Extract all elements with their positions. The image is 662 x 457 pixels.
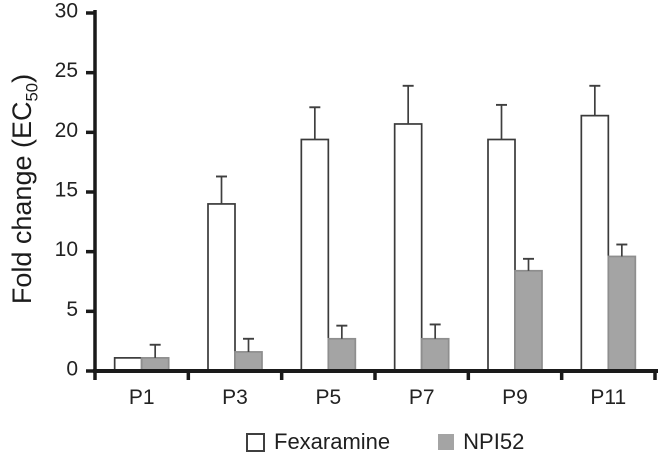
bar-fexaramine-p7 — [393, 123, 423, 372]
bar-npi52-p7 — [420, 337, 450, 372]
y-axis-title-subscript: 50 — [22, 82, 42, 102]
bar-fexaramine-p9 — [487, 138, 516, 372]
legend-label-fexaramine: Fexaramine — [274, 429, 391, 454]
bar-fexaramine-p3 — [207, 203, 236, 372]
x-tick-label-p11: P11 — [590, 386, 626, 409]
x-tick-label-p5: P5 — [315, 386, 341, 409]
x-tick-label-p1: P1 — [129, 386, 155, 409]
bar-npi52-p9 — [514, 269, 543, 372]
x-tick-label-p9: P9 — [502, 386, 528, 409]
y-tick-label-10: 10 — [55, 238, 78, 261]
legend-swatch-fexaramine — [246, 432, 265, 452]
legend-swatch-npi52 — [438, 434, 455, 450]
y-tick-label-5: 5 — [66, 298, 78, 321]
y-tick-label-20: 20 — [55, 119, 78, 142]
legend-label-npi52: NPI52 — [463, 429, 525, 454]
bar-npi52-p11 — [607, 255, 637, 372]
y-tick-label-25: 25 — [55, 59, 78, 82]
y-axis-title: Fold change (EC50) — [5, 39, 42, 339]
bar-fexaramine-p5 — [300, 138, 330, 372]
x-tick-label-p3: P3 — [222, 386, 248, 409]
bar-fexaramine-p11 — [580, 114, 610, 372]
x-tick-label-p7: P7 — [409, 386, 435, 409]
bar-npi52-p5 — [327, 337, 357, 372]
bar-npi52-p3 — [234, 351, 263, 372]
y-tick-label-15: 15 — [55, 179, 78, 202]
legend-item-npi52: NPI52 — [438, 429, 524, 455]
chart-legend: Fexaramine NPI52 — [246, 429, 524, 455]
y-tick-label-30: 30 — [55, 0, 78, 23]
y-axis-title-main: Fold change (EC — [7, 101, 37, 305]
legend-item-fexaramine: Fexaramine — [246, 429, 390, 455]
y-axis-title-close: ) — [7, 73, 37, 83]
y-tick-label-0: 0 — [66, 358, 78, 381]
